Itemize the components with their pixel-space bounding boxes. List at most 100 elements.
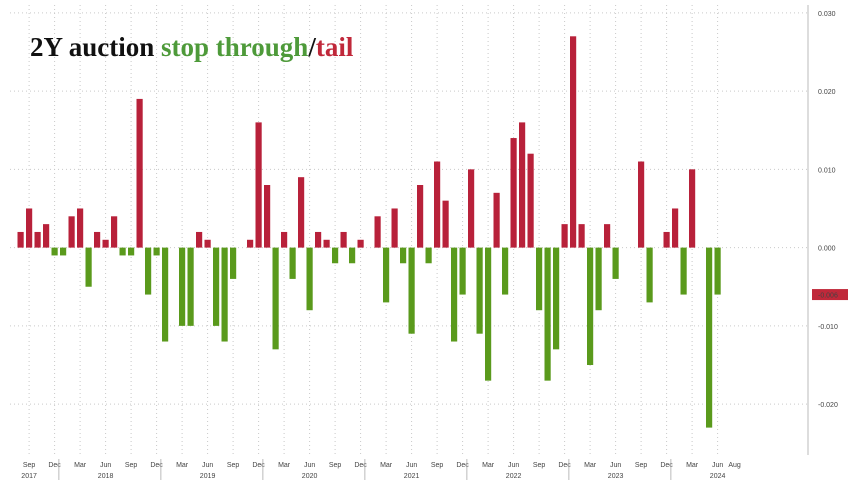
bar-tail: [323, 239, 330, 248]
x-tick-label: Sep: [329, 462, 342, 469]
bar-stop-through: [85, 247, 92, 287]
bar-stop-through: [502, 247, 509, 295]
bar-tail: [264, 185, 271, 248]
bar-tail: [17, 231, 24, 248]
bar-stop-through: [408, 247, 415, 334]
bar-stop-through: [714, 247, 721, 295]
x-year-label: 2019: [200, 473, 216, 480]
x-year-label: 2018: [98, 473, 114, 480]
bar-stop-through: [153, 247, 160, 256]
x-tick-label: Sep: [227, 462, 240, 469]
x-year-label: 2020: [302, 473, 318, 480]
bar-stop-through: [383, 247, 390, 303]
bar-tail: [689, 169, 696, 248]
bar-tail: [298, 177, 305, 248]
x-tick-label: Jun: [202, 462, 213, 469]
bar-tail: [68, 216, 75, 248]
x-tick-label: Jun: [712, 462, 723, 469]
bar-tail: [196, 231, 203, 248]
bar-stop-through: [60, 247, 67, 256]
bar-stop-through: [553, 247, 560, 350]
x-year-label: 2022: [506, 473, 522, 480]
bar-stop-through: [119, 247, 126, 256]
bar-tail: [672, 208, 679, 248]
bar-tail: [26, 208, 33, 248]
bar-stop-through: [485, 247, 492, 381]
bar-stop-through: [595, 247, 602, 311]
y-tick-label: 0.030: [818, 11, 836, 18]
x-tick-label: Dec: [456, 462, 469, 469]
bar-tail: [102, 239, 109, 248]
x-axis: Sep Dec Mar Jun Sep Dec Mar Jun Sep Dec Mar Jun Sep D…: [21, 459, 741, 480]
x-tick-label: Mar: [686, 462, 699, 469]
last-value-background: [812, 289, 848, 301]
y-tick-label: -0.020: [818, 402, 838, 409]
bar-tail: [638, 161, 645, 248]
bar-tail: [204, 239, 211, 248]
x-year-label: 2017: [21, 473, 37, 480]
bar-stop-through: [162, 247, 169, 342]
bar-stop-through: [272, 247, 279, 350]
bar-tail: [510, 138, 517, 248]
bar-stop-through: [612, 247, 619, 279]
bar-stop-through: [145, 247, 152, 295]
bar-tail: [255, 122, 262, 248]
x-tick-label: Jun: [100, 462, 111, 469]
bar-tail: [519, 122, 526, 248]
bar-stop-through: [680, 247, 687, 295]
bar-stop-through: [332, 247, 339, 264]
bar-stop-through: [400, 247, 407, 264]
x-tick-label: Mar: [380, 462, 393, 469]
bar-tail: [570, 36, 577, 248]
x-tick-label: Mar: [482, 462, 495, 469]
bar-tail: [94, 231, 101, 248]
bar-stop-through: [706, 247, 713, 428]
bar-tail: [527, 153, 534, 248]
x-tick-label: Sep: [431, 462, 444, 469]
y-axis: 0.030 0.020 0.010 0.000 -0.010 -0.020: [807, 5, 838, 455]
bar-stop-through: [213, 247, 220, 326]
bars: [17, 36, 721, 428]
title-part-slash: /: [307, 32, 316, 62]
bar-tail: [43, 224, 50, 248]
bar-tail: [417, 185, 424, 248]
x-tick-label: Mar: [74, 462, 87, 469]
bar-stop-through: [349, 247, 356, 264]
x-year-label: 2021: [404, 473, 420, 480]
x-tick-label: Sep: [23, 462, 36, 469]
bar-stop-through: [306, 247, 313, 311]
bar-tail: [604, 224, 611, 248]
bar-stop-through: [425, 247, 432, 264]
x-tick-label: Sep: [635, 462, 648, 469]
title-part-auction: 2Y auction: [30, 32, 161, 62]
bar-stop-through: [587, 247, 594, 365]
bar-stop-through: [179, 247, 186, 326]
x-tick-label: Dec: [354, 462, 367, 469]
last-value-label: -0.006: [818, 293, 838, 300]
x-year-label: 2024: [710, 473, 726, 480]
y-tick-label: 0.010: [818, 167, 836, 174]
y-tick-label: 0.020: [818, 89, 836, 96]
grid: [10, 5, 808, 455]
x-tick-label: Mar: [278, 462, 291, 469]
bar-tail: [391, 208, 398, 248]
bar-tail: [340, 231, 347, 248]
bar-tail: [136, 98, 143, 248]
x-tick-label: Dec: [150, 462, 163, 469]
bar-stop-through: [289, 247, 296, 279]
bar-stop-through: [544, 247, 551, 381]
bar-tail: [357, 239, 364, 248]
x-tick-label: Jun: [406, 462, 417, 469]
bar-tail: [434, 161, 441, 248]
bar-stop-through: [476, 247, 483, 334]
x-tick-label: Dec: [558, 462, 571, 469]
x-tick-label: Sep: [533, 462, 546, 469]
title-part-stop-through: stop through: [161, 32, 308, 62]
bar-stop-through: [536, 247, 543, 311]
bar-tail: [281, 231, 288, 248]
bar-tail: [247, 239, 254, 248]
y-tick-label: 0.000: [818, 246, 836, 253]
x-tick-label: Dec: [252, 462, 265, 469]
bar-tail: [493, 192, 500, 248]
